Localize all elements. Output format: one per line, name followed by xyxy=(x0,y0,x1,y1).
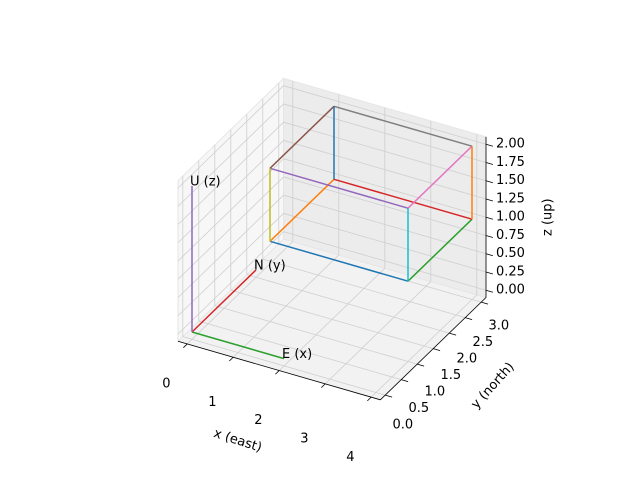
grid-line xyxy=(177,158,284,262)
z-tick-mark xyxy=(485,180,494,184)
series-line xyxy=(191,331,285,360)
series-line xyxy=(333,178,473,220)
y-tick-mark xyxy=(433,348,441,352)
grid-line xyxy=(198,320,402,381)
x-tick-mark xyxy=(367,396,372,402)
grid-line xyxy=(283,121,487,182)
x-tick-label: 4 xyxy=(346,450,354,465)
grid-line xyxy=(182,336,386,396)
series-line xyxy=(269,178,335,242)
x-tick-label: 0 xyxy=(162,377,170,392)
z-tick-label: 1.75 xyxy=(496,155,525,170)
series-line xyxy=(269,105,335,169)
grid-line xyxy=(177,231,284,335)
z-tick-label: 0.75 xyxy=(496,228,525,243)
series-line xyxy=(333,105,473,147)
grid-line xyxy=(177,103,284,207)
grid-line xyxy=(177,121,284,225)
z-tick-mark xyxy=(485,143,494,147)
y-tick-label: 2.0 xyxy=(456,352,477,367)
grid-line xyxy=(177,140,284,244)
lines xyxy=(191,105,473,360)
z-tick-label: 2.00 xyxy=(496,137,525,152)
grid-line xyxy=(177,85,284,189)
grid-line xyxy=(283,158,487,218)
z-tick-mark xyxy=(485,198,494,202)
x-tick-mark xyxy=(321,383,326,388)
y-tick-mark xyxy=(401,379,409,383)
z-tick-mark xyxy=(485,289,494,293)
z-tick-mark xyxy=(485,162,494,165)
grid-line xyxy=(177,194,284,298)
grid-line xyxy=(283,176,487,236)
grid-line xyxy=(262,258,466,319)
grid-line xyxy=(230,289,434,350)
grid-line xyxy=(283,103,487,163)
grid-line xyxy=(177,213,284,317)
annotation: N (y) xyxy=(254,259,286,274)
z-axis-label: z (up) xyxy=(541,198,556,236)
grid-line xyxy=(283,140,487,200)
z-tick-label: 0.25 xyxy=(496,264,525,279)
z-tick-mark xyxy=(485,253,494,257)
y-tick-mark xyxy=(465,317,473,321)
grid-line xyxy=(214,305,418,365)
z-tick-label: 0.50 xyxy=(496,246,525,261)
grid xyxy=(177,81,487,398)
z-tick-label: 1.50 xyxy=(496,173,525,188)
annotation: E (x) xyxy=(282,347,312,362)
y-tick-mark xyxy=(417,363,425,367)
x-tick-mark xyxy=(183,343,188,348)
panes xyxy=(177,77,487,401)
x-tick-label: 2 xyxy=(254,413,262,428)
annotation: U (z) xyxy=(190,175,221,190)
z-tick-label: 1.00 xyxy=(496,210,525,225)
series-line xyxy=(269,240,409,282)
z-tick-label: 0.00 xyxy=(496,283,525,298)
y-axis-label: y (north) xyxy=(468,360,517,412)
z-tick-label: 1.25 xyxy=(496,191,525,206)
grid-line xyxy=(246,274,450,334)
x-axis-label: x (east) xyxy=(212,426,264,456)
x-tick-mark xyxy=(275,370,280,375)
series-line xyxy=(407,145,473,209)
y-tick-mark xyxy=(385,394,393,398)
series-line xyxy=(269,167,409,209)
grid-line xyxy=(283,213,487,273)
z-tick-mark xyxy=(485,216,494,220)
y-axis-line xyxy=(380,297,487,401)
x-axis-line xyxy=(177,340,381,401)
series-line xyxy=(191,269,257,333)
y-tick-mark xyxy=(481,301,489,305)
y-tick-mark xyxy=(449,332,457,336)
x-tick-label: 3 xyxy=(300,432,308,447)
y-tick-label: 1.5 xyxy=(440,368,461,383)
axes xyxy=(177,136,494,402)
y-tick-label: 2.5 xyxy=(472,335,493,350)
y-tick-label: 0.0 xyxy=(392,418,413,433)
series-line xyxy=(407,218,473,282)
y-tick-label: 0.5 xyxy=(408,401,429,416)
grid-line xyxy=(283,231,487,291)
z-tick-mark xyxy=(485,271,494,275)
grid-line xyxy=(177,176,284,280)
y-tick-label: 3.0 xyxy=(488,319,509,334)
z-tick-mark xyxy=(485,235,494,238)
grid-line xyxy=(283,194,487,255)
grid-line xyxy=(283,85,487,145)
x-tick-label: 1 xyxy=(208,395,216,410)
x-tick-mark xyxy=(229,356,234,362)
y-tick-label: 1.0 xyxy=(424,385,445,400)
